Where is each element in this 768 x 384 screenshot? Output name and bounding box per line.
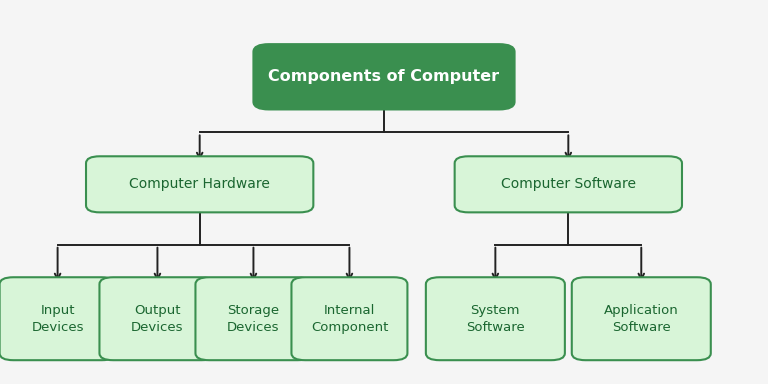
Text: Computer Software: Computer Software <box>501 177 636 191</box>
Text: Storage
Devices: Storage Devices <box>227 304 280 334</box>
Text: System
Software: System Software <box>466 304 525 334</box>
Text: Internal
Component: Internal Component <box>311 304 388 334</box>
FancyBboxPatch shape <box>455 156 682 212</box>
Text: Output
Devices: Output Devices <box>131 304 184 334</box>
FancyBboxPatch shape <box>86 156 313 212</box>
FancyBboxPatch shape <box>100 277 215 360</box>
FancyBboxPatch shape <box>292 277 407 360</box>
Text: Application
Software: Application Software <box>604 304 679 334</box>
FancyBboxPatch shape <box>425 277 565 360</box>
FancyBboxPatch shape <box>571 277 711 360</box>
Text: Components of Computer: Components of Computer <box>269 69 499 84</box>
FancyBboxPatch shape <box>0 277 115 360</box>
Text: Computer Hardware: Computer Hardware <box>129 177 270 191</box>
FancyBboxPatch shape <box>195 277 312 360</box>
Text: Input
Devices: Input Devices <box>31 304 84 334</box>
FancyBboxPatch shape <box>253 44 515 109</box>
